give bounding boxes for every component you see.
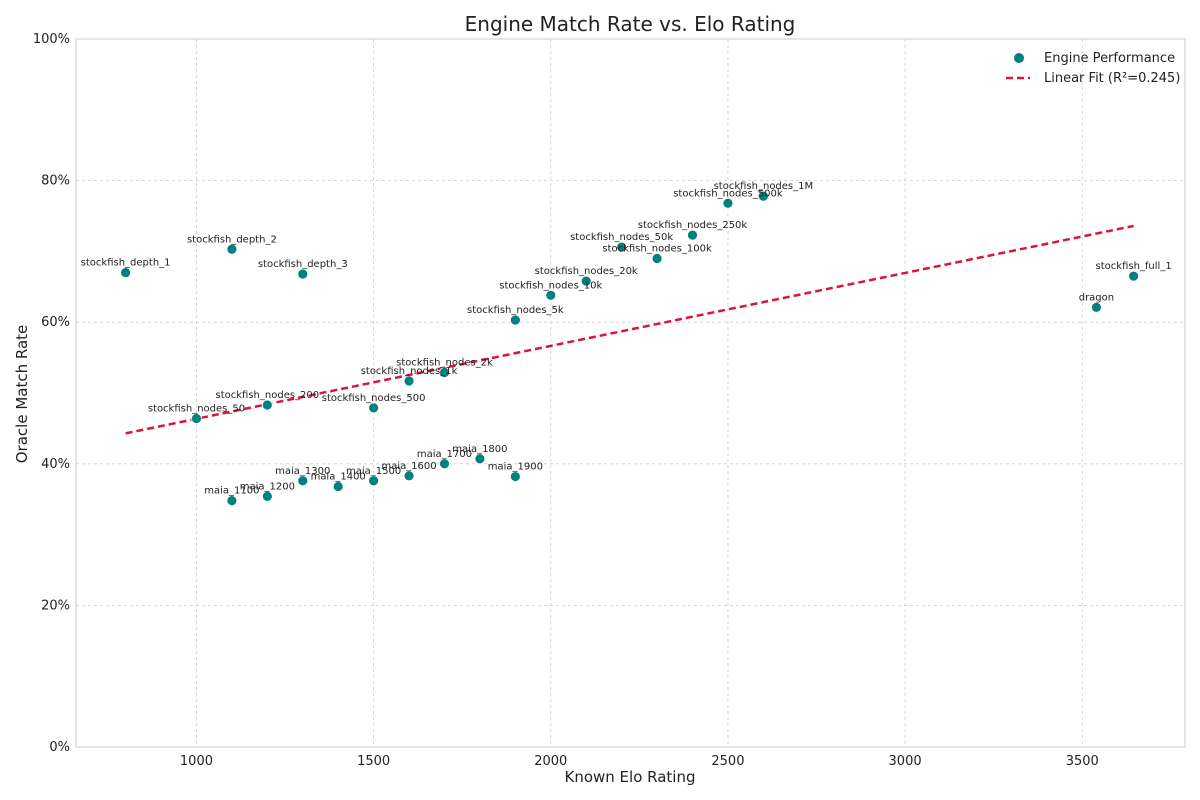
chart-title: Engine Match Rate vs. Elo Rating [465,12,796,36]
y-tick-label: 40% [41,457,70,472]
data-point [261,399,273,411]
data-point-label: stockfish_nodes_250k [638,220,748,231]
data-point [651,253,663,264]
y-tick-label: 60% [41,315,70,330]
grid [76,39,1185,747]
data-point [120,267,132,279]
data-point-label: stockfish_nodes_500k [673,188,783,199]
data-point-label: dragon [1079,292,1114,303]
data-point [474,453,486,465]
data-point-label: maia_1700 [417,449,472,460]
data-point-label: stockfish_depth_1 [81,258,171,269]
data-point [368,475,380,487]
y-axis-label: Oracle Match Rate [13,325,31,464]
data-point-label: maia_1600 [381,461,436,472]
data-point [580,275,592,287]
data-point-label: stockfish_nodes_500 [322,393,426,404]
data-point-label: stockfish_nodes_5k [467,305,564,316]
legend-label-engine-performance: Engine Performance [1044,51,1175,66]
data-point [191,413,202,424]
data-point [722,197,734,209]
data-point-label: stockfish_nodes_50 [148,403,245,414]
points-layer [120,190,1140,507]
data-point-label: stockfish_full_1 [1096,261,1172,272]
data-point-label: stockfish_nodes_1M [714,181,814,192]
data-point [439,367,450,378]
data-point [439,458,450,470]
data-point [687,229,698,241]
x-tick-label: 1500 [357,754,390,769]
y-tick-label: 0% [49,740,70,755]
x-tick-label: 2000 [534,754,567,769]
data-point [616,241,628,253]
linear-fit-line [125,224,1134,435]
data-point-label: stockfish_nodes_2k [396,357,493,368]
data-point-label: maia_1500 [346,466,401,477]
data-point [1091,301,1102,313]
data-point-label: stockfish_nodes_1k [361,366,458,377]
data-point [403,470,415,482]
y-tick-label: 80% [41,174,70,189]
data-point-label: maia_1100 [204,486,259,497]
x-tick-label: 1000 [180,754,213,769]
data-point [545,289,557,301]
data-point-label: stockfish_nodes_100k [602,243,712,254]
data-point-label: stockfish_nodes_10k [499,280,602,291]
data-point [297,475,309,487]
data-point-label: maia_1800 [452,444,507,455]
x-tick-label: 2500 [711,754,744,769]
data-point [757,190,769,202]
data-point [261,490,273,502]
plot-area [75,38,1186,748]
data-point-label: stockfish_nodes_20k [535,266,638,277]
data-point [509,471,521,482]
y-tick-label: 20% [41,598,70,613]
y-tick-label: 100% [33,32,70,47]
data-point-label: maia_1900 [488,462,543,473]
point-labels-layer: stockfish_depth_1stockfish_depth_2stockf… [81,181,1172,496]
x-tick-label: 3500 [1066,754,1099,769]
x-axis-label: Known Elo Rating [564,768,695,786]
data-point [368,402,380,414]
y-axis-ticks: 0% 20% 40% 60% 80% 100% [33,32,70,755]
data-point [226,243,238,255]
data-point-label: maia_1300 [275,466,330,477]
legend-marker-engine-performance [1014,53,1024,63]
data-point [332,481,344,492]
legend: Engine Performance Linear Fit (R²=0.245) [1006,51,1180,86]
data-point-label: maia_1400 [311,471,366,482]
data-point [403,375,415,387]
x-axis-ticks: 1000 1500 2000 2500 3000 3500 [180,754,1099,769]
data-point-label: stockfish_depth_2 [187,234,277,245]
data-point [1128,270,1140,282]
data-point [297,268,309,280]
data-point-label: stockfish_nodes_50k [570,232,673,243]
data-point-label: maia_1200 [240,481,295,492]
x-tick-label: 3000 [889,754,922,769]
fit-line-layer [125,224,1134,435]
legend-label-linear-fit: Linear Fit (R²=0.245) [1044,71,1180,86]
data-point [509,314,521,326]
data-point-label: stockfish_nodes_200 [216,390,320,401]
data-point [226,495,238,507]
data-point-label: stockfish_depth_3 [258,259,348,270]
